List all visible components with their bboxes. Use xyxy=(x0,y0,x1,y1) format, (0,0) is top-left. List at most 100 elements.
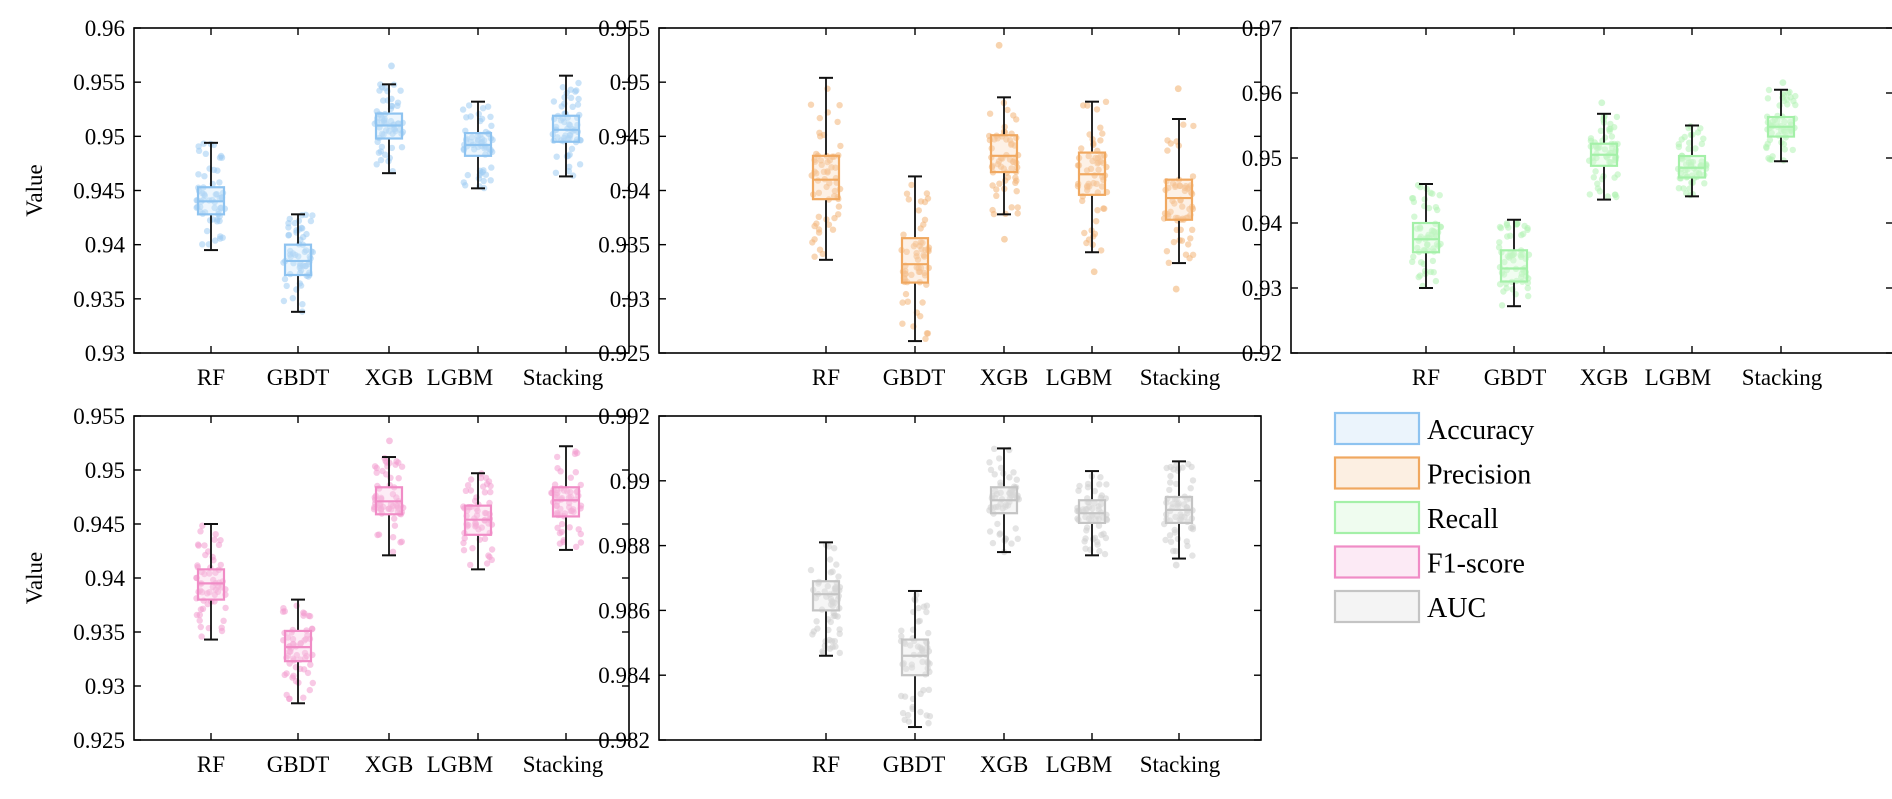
data-point xyxy=(994,161,1002,168)
data-point xyxy=(302,635,309,643)
data-point xyxy=(467,561,474,569)
data-point xyxy=(558,520,566,528)
outlier-point xyxy=(1598,99,1606,107)
data-point xyxy=(1524,284,1532,292)
legend-label: Recall xyxy=(1427,504,1499,535)
data-point xyxy=(831,638,838,645)
x-tick-label: Stacking xyxy=(1140,752,1221,777)
data-point xyxy=(809,631,816,638)
data-point xyxy=(831,187,839,195)
data-point xyxy=(197,623,204,631)
data-point xyxy=(385,128,393,135)
data-point xyxy=(280,297,288,305)
x-tick-label: LGBM xyxy=(1046,752,1112,777)
data-point xyxy=(1414,225,1421,232)
data-point xyxy=(824,168,831,175)
data-point xyxy=(295,253,302,260)
data-point xyxy=(919,299,926,306)
data-point xyxy=(1594,180,1601,187)
data-point xyxy=(302,211,309,218)
data-point xyxy=(926,713,934,720)
data-point xyxy=(1095,166,1102,173)
data-point xyxy=(1091,487,1099,495)
data-point xyxy=(1076,482,1083,490)
data-point xyxy=(389,491,397,498)
data-point xyxy=(1084,480,1092,488)
data-point xyxy=(1091,534,1099,542)
data-point xyxy=(811,236,818,243)
box-iqr xyxy=(1499,249,1529,283)
data-point xyxy=(997,479,1004,486)
data-point xyxy=(914,256,922,263)
data-point xyxy=(1085,236,1093,243)
data-point xyxy=(1095,522,1103,529)
data-point xyxy=(289,635,297,643)
data-point xyxy=(487,177,494,184)
data-point xyxy=(1178,237,1186,244)
data-point xyxy=(198,633,205,640)
data-point xyxy=(395,459,402,466)
legend-item-auc: AUC xyxy=(1333,589,1486,624)
data-point xyxy=(1774,117,1781,124)
data-point xyxy=(1525,292,1532,300)
data-point xyxy=(397,539,404,546)
data-point xyxy=(1587,135,1595,142)
data-point xyxy=(567,507,574,515)
data-point xyxy=(468,134,476,141)
box-iqr xyxy=(811,580,841,612)
data-point xyxy=(923,608,930,616)
data-point xyxy=(218,627,226,635)
data-point xyxy=(994,520,1001,528)
data-point xyxy=(1685,145,1692,153)
data-point xyxy=(910,243,918,250)
legend-item-f1-score: F1-score xyxy=(1333,545,1525,580)
data-point xyxy=(560,487,568,494)
data-point xyxy=(921,253,928,260)
data-point xyxy=(1517,252,1524,259)
data-point xyxy=(469,545,476,552)
data-point xyxy=(201,570,208,578)
x-tick-label: LGBM xyxy=(427,752,493,777)
data-point xyxy=(826,180,833,187)
x-tick-label: LGBM xyxy=(1046,365,1112,390)
data-point xyxy=(836,630,843,637)
data-point xyxy=(488,122,495,129)
data-point xyxy=(1080,102,1087,109)
data-point xyxy=(575,79,582,87)
data-point xyxy=(918,645,926,652)
data-point xyxy=(478,524,485,531)
y-tick-label: 0.93 xyxy=(85,341,125,366)
data-point xyxy=(201,542,208,549)
data-point xyxy=(460,179,467,186)
data-point xyxy=(567,474,574,481)
data-point xyxy=(1093,218,1100,225)
data-point xyxy=(925,720,932,727)
data-point xyxy=(373,464,380,472)
data-point xyxy=(398,463,406,470)
data-point xyxy=(554,453,561,461)
box-xgb xyxy=(986,41,1022,243)
box-stacking xyxy=(1763,79,1799,164)
x-tick-label: GBDT xyxy=(883,365,946,390)
legend-item-accuracy: Accuracy xyxy=(1333,411,1534,446)
data-point xyxy=(1608,144,1616,151)
data-point xyxy=(1166,486,1173,494)
legend-item-recall: Recall xyxy=(1333,500,1499,535)
data-point xyxy=(217,561,224,569)
data-point xyxy=(904,711,912,719)
data-point xyxy=(987,466,995,473)
data-point xyxy=(483,560,491,567)
data-point xyxy=(488,546,496,553)
data-point xyxy=(1096,547,1103,555)
data-point xyxy=(921,269,928,277)
data-point xyxy=(1183,538,1191,545)
x-tick-label: GBDT xyxy=(1484,365,1547,390)
data-point xyxy=(195,171,202,178)
data-point xyxy=(563,153,571,160)
data-point xyxy=(557,505,564,513)
data-point xyxy=(1187,235,1194,242)
data-point xyxy=(1102,534,1110,542)
data-point xyxy=(566,135,573,142)
data-point xyxy=(378,130,386,137)
y-tick-label: 0.935 xyxy=(73,620,125,645)
